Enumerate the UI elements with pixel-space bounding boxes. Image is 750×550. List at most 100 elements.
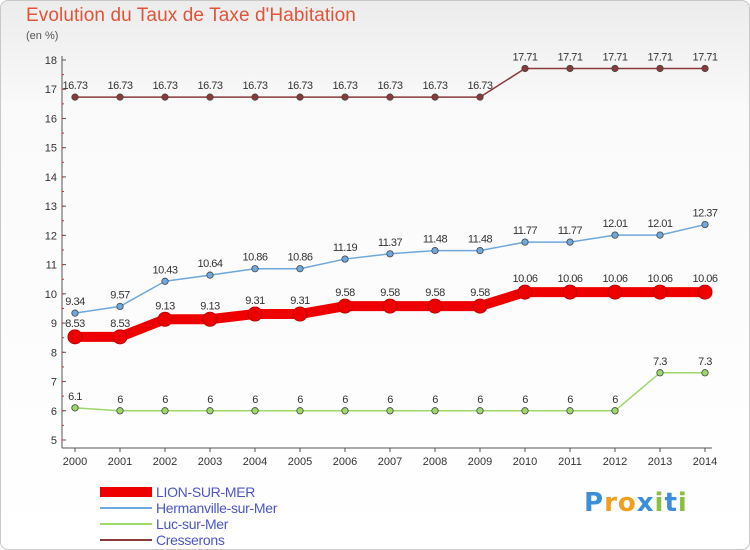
data-point (71, 404, 79, 412)
data-label: 6 (297, 394, 303, 406)
data-label: 6.1 (68, 391, 82, 403)
data-label: 6 (432, 394, 438, 406)
data-point (296, 407, 304, 415)
data-label: 17.71 (602, 51, 627, 63)
y-tick-label: 16 (45, 113, 57, 125)
y-tick-label: 8 (51, 347, 57, 359)
data-point (341, 407, 349, 415)
data-point (341, 255, 349, 263)
data-label: 6 (477, 394, 483, 406)
data-point (71, 309, 79, 317)
data-point (386, 93, 394, 101)
x-tick-label: 2013 (648, 456, 672, 468)
data-label: 9.58 (470, 287, 490, 299)
data-point (611, 231, 619, 239)
data-label: 6 (387, 394, 393, 406)
x-tick-label: 2008 (423, 456, 447, 468)
data-point (566, 407, 574, 415)
x-tick-label: 2009 (468, 456, 492, 468)
x-tick-label: 2010 (513, 456, 537, 468)
data-point (202, 311, 218, 327)
data-point (161, 407, 169, 415)
data-point (607, 284, 623, 300)
data-label: 12.01 (602, 218, 627, 230)
data-point (341, 93, 349, 101)
data-point (701, 64, 709, 73)
y-tick-label: 9 (51, 318, 57, 330)
data-label: 16.73 (287, 80, 312, 92)
legend-label-cresserons: Cresserons (156, 532, 225, 548)
data-label: 6 (342, 394, 348, 406)
data-point (517, 284, 533, 300)
data-point (296, 265, 304, 273)
data-point (521, 238, 529, 246)
data-label: 11.37 (378, 237, 403, 249)
data-point (431, 246, 439, 255)
y-tick-label: 18 (45, 55, 57, 67)
data-label: 10.06 (602, 273, 627, 285)
data-point (251, 407, 259, 415)
data-label: 17.71 (557, 51, 582, 63)
data-label: 6 (612, 394, 618, 406)
x-tick-label: 2002 (153, 456, 177, 468)
data-point (521, 407, 529, 415)
logo-letter: x (636, 488, 655, 518)
data-point (386, 250, 394, 258)
data-label: 6 (252, 394, 258, 406)
data-point (427, 298, 443, 314)
legend-label-lion-sur-mer: LION-SUR-MER (156, 484, 256, 500)
data-point (701, 369, 709, 377)
data-label: 11.77 (558, 225, 583, 237)
legend-swatch-hermanville (100, 507, 152, 509)
data-label: 10.86 (287, 252, 312, 264)
data-label: 16.73 (467, 80, 492, 92)
data-point (112, 329, 128, 345)
data-label: 17.71 (692, 51, 717, 63)
data-label: 9.58 (425, 287, 445, 299)
x-tick-label: 2014 (693, 456, 717, 468)
data-point (562, 284, 578, 300)
data-point (431, 407, 439, 415)
data-label: 9.58 (335, 287, 355, 299)
data-label: 6 (117, 394, 123, 406)
logo-letter: t (664, 488, 678, 518)
data-label: 10.06 (692, 273, 717, 285)
y-tick-label: 14 (45, 172, 57, 184)
data-point (161, 277, 169, 285)
data-label: 6 (522, 394, 528, 406)
data-label: 10.06 (557, 273, 582, 285)
x-tick-label: 2006 (333, 456, 357, 468)
legend-swatch-cresserons (100, 539, 152, 541)
x-tick-label: 2004 (243, 456, 267, 468)
x-tick-label: 2003 (198, 456, 222, 468)
data-label: 9.31 (290, 295, 310, 307)
data-point (476, 407, 484, 415)
data-point (161, 93, 169, 101)
y-tick-label: 17 (45, 84, 57, 96)
data-point (206, 271, 214, 279)
data-label: 16.73 (332, 80, 357, 92)
data-point (337, 298, 353, 314)
data-label: 11.19 (333, 242, 358, 254)
data-point (611, 64, 619, 73)
data-label: 10.43 (152, 264, 177, 276)
data-point (656, 231, 664, 239)
y-tick-label: 13 (45, 201, 57, 213)
legend-label-luc-sur-mer: Luc-sur-Mer (156, 516, 229, 532)
data-label: 10.64 (197, 258, 222, 270)
chart-title: Evolution du Taux de Taxe d'Habitation (26, 5, 356, 26)
data-label: 17.71 (512, 51, 537, 63)
data-point (116, 93, 124, 101)
legend-swatch-lion-sur-mer (100, 487, 152, 497)
data-label: 10.06 (512, 273, 537, 285)
data-point (656, 64, 664, 73)
data-point (652, 284, 668, 300)
data-point (251, 93, 259, 101)
data-label: 8.53 (110, 318, 130, 330)
y-tick-label: 11 (46, 260, 57, 272)
data-point (206, 407, 214, 415)
data-label: 9.58 (380, 287, 400, 299)
y-tick-label: 7 (51, 377, 57, 389)
logo-letter: o (617, 488, 637, 518)
data-label: 9.13 (155, 300, 175, 312)
